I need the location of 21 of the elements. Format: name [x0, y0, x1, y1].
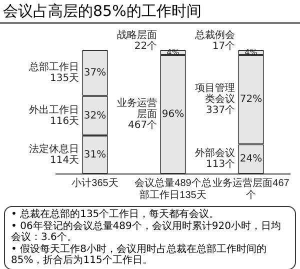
x-tick-label: 小计365天	[72, 176, 118, 189]
data-label: 72%	[240, 94, 262, 106]
series-label: 总裁例会 17个	[194, 29, 236, 52]
x-tick-label: 会议总量489个总部工作日135天	[134, 176, 212, 201]
data-label: 24%	[240, 154, 262, 165]
series-label: 战略层面 22个	[117, 29, 158, 52]
text: • 总裁在总部的135个工作日，每天都有会议。	[11, 209, 220, 220]
data-label: 96%	[162, 109, 184, 120]
chart-title: 会议占高层的85%的工作时间	[0, 0, 300, 24]
series-label: 法定休息日 114天	[29, 142, 80, 166]
text: • 假设每天工作8小时，会议用时占总裁在总部工作时间的85%，折合后为115个工作日。	[11, 244, 268, 266]
series-label: 总部工作日 135天	[28, 61, 80, 84]
series-label: 外部会议 113个	[195, 147, 236, 170]
data-label: 32%	[84, 110, 106, 122]
x-tick-label: 业务运营层面467个	[212, 176, 290, 201]
data-label: 37%	[84, 68, 106, 79]
series-label: 外出工作日 116天	[29, 104, 80, 127]
series-label: 业务运营层面 467个	[117, 97, 158, 132]
text: • 06年登记的会议总量489个，会议用时累计920小时，日均会议：3.6个。	[11, 220, 282, 244]
data-label: 31%	[84, 149, 106, 160]
series-label: 项目管理类会议 337个	[195, 83, 236, 116]
